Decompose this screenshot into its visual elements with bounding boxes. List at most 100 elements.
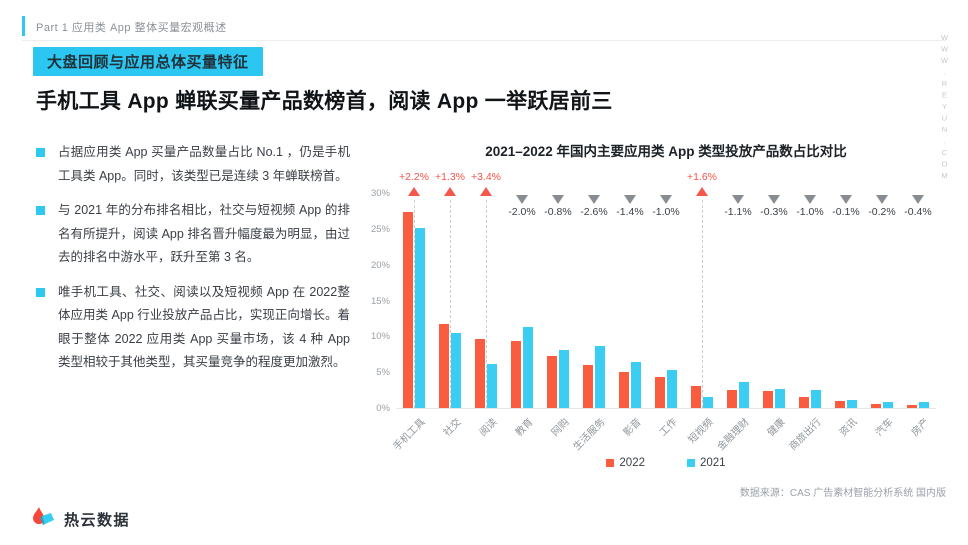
- bar-2021: [667, 370, 677, 408]
- bar-2022: [799, 397, 809, 408]
- x-axis-label: 教育: [513, 416, 536, 439]
- change-label: -0.2%: [868, 206, 896, 218]
- y-axis-tick: 30%: [370, 188, 390, 199]
- chart-title: 2021–2022 年国内主要应用类 App 类型投放产品数占比对比: [485, 144, 847, 159]
- x-axis-label: 生活服务: [571, 416, 608, 453]
- change-guide-line: [450, 200, 451, 408]
- y-axis-tick: 5%: [376, 367, 390, 379]
- x-axis-label: 汽车: [873, 416, 896, 439]
- up-triangle-icon: [696, 187, 708, 196]
- x-axis-label: 社交: [441, 416, 464, 439]
- down-triangle-icon: [660, 195, 672, 204]
- down-triangle-icon: [732, 195, 744, 204]
- bullet-square-icon: [36, 287, 45, 297]
- bar-2021: [415, 228, 425, 408]
- bar-2021: [919, 402, 929, 408]
- y-axis-tick: 25%: [370, 223, 390, 235]
- y-axis-tick: 10%: [370, 331, 390, 343]
- bar-2022: [727, 390, 737, 408]
- bullet-square-icon: [36, 148, 45, 157]
- bar-2021: [739, 382, 749, 408]
- change-label: -1.4%: [616, 206, 644, 218]
- part-label: Part 1 应用类 App 整体买量宏观概述: [36, 22, 227, 34]
- bar-2022: [439, 324, 449, 408]
- chart-legend: 2022 2021: [396, 457, 936, 469]
- bullet-item: 与 2021 年的分布排名相比，社交与短视频 App 的排名有所提升，阅读 Ap…: [36, 199, 350, 270]
- logo-text: 热云数据: [64, 511, 131, 529]
- bar-2021: [595, 346, 605, 408]
- change-label: +2.2%: [398, 171, 430, 183]
- x-axis-label: 金融理财: [715, 416, 752, 453]
- up-triangle-icon: [480, 187, 492, 196]
- bullet-item: 占据应用类 App 买量产品数量占比 No.1 ，仍是手机工具类 App。同时，…: [36, 141, 350, 188]
- legend-item-2022: 2022: [606, 457, 645, 469]
- up-triangle-icon: [444, 187, 456, 196]
- bar-2021: [811, 390, 821, 408]
- bar-2022: [655, 377, 665, 408]
- change-label: -1.0%: [652, 206, 680, 218]
- summary-bullets: 占据应用类 App 买量产品数量占比 No.1 ，仍是手机工具类 App。同时，…: [36, 141, 350, 386]
- bar-2022: [511, 341, 521, 408]
- legend-item-2021: 2021: [687, 457, 726, 469]
- bullet-square-icon: [36, 206, 45, 215]
- x-axis-label: 商旅出行: [787, 416, 824, 453]
- bar-2021: [523, 327, 533, 408]
- change-label: -2.0%: [508, 206, 536, 218]
- change-label: +1.6%: [686, 171, 718, 183]
- x-axis-label: 健康: [765, 416, 788, 439]
- page-title: 手机工具 App 蝉联买量产品数榜首，阅读 App 一举跃居前三: [36, 90, 613, 113]
- y-axis-tick: 20%: [370, 259, 390, 271]
- bullet-text: 唯手机工具、社交、阅读以及短视频 App 在 2022整体应用类 App 行业投…: [58, 284, 350, 370]
- down-triangle-icon: [768, 195, 780, 204]
- company-logo: 热云数据: [30, 506, 130, 532]
- x-axis-label: 阅读: [477, 416, 500, 439]
- bar-2022: [619, 372, 629, 408]
- change-label: +3.4%: [470, 171, 502, 183]
- change-guide-line: [702, 200, 703, 408]
- change-label: -2.6%: [580, 206, 608, 218]
- change-guide-line: [414, 200, 415, 408]
- x-axis-label: 房产: [909, 416, 932, 439]
- bar-2022: [547, 355, 557, 408]
- up-triangle-icon: [408, 187, 420, 196]
- legend-label: 2021: [700, 457, 726, 469]
- bar-2021: [703, 397, 713, 408]
- down-triangle-icon: [588, 195, 600, 204]
- x-axis-label: 短视频: [686, 416, 716, 446]
- down-triangle-icon: [804, 195, 816, 204]
- y-axis-tick: 15%: [370, 295, 390, 307]
- bar-2022: [907, 405, 917, 408]
- change-label: +1.3%: [434, 171, 466, 183]
- y-axis-tick: 0%: [376, 403, 390, 414]
- change-label: -0.8%: [544, 206, 572, 218]
- change-guide-line: [486, 200, 487, 408]
- down-triangle-icon: [876, 195, 888, 204]
- bar-2022: [835, 400, 845, 408]
- legend-label: 2022: [619, 457, 645, 469]
- down-triangle-icon: [912, 195, 924, 204]
- legend-swatch-icon: [687, 459, 695, 467]
- x-axis-label: 影音: [621, 416, 644, 439]
- bar-2022: [475, 339, 485, 408]
- watermark-url: WWW.REYUN.COM: [940, 33, 949, 183]
- bar-2022: [583, 365, 593, 408]
- x-axis-label: 网购: [549, 416, 572, 439]
- bar-2021: [487, 363, 497, 408]
- bar-2021: [883, 402, 893, 408]
- section-badge: 大盘回顾与应用总体买量特征: [33, 47, 263, 76]
- bar-2022: [871, 403, 881, 408]
- bar-2022: [691, 385, 701, 408]
- legend-swatch-icon: [606, 459, 615, 467]
- reyun-logo-icon: [33, 507, 54, 525]
- data-source-note: 数据来源：CAS 广告素材智能分析系统 国内版: [739, 488, 946, 499]
- header-accent-bar: [22, 16, 25, 36]
- down-triangle-icon: [624, 195, 636, 204]
- bar-2021: [775, 388, 785, 408]
- bar-2021: [559, 349, 569, 408]
- change-label: -1.0%: [796, 206, 824, 218]
- bar-2021: [631, 362, 641, 408]
- x-axis-label: 资讯: [837, 416, 860, 439]
- x-axis-label: 手机工具: [391, 416, 428, 453]
- bar-2022: [403, 212, 413, 408]
